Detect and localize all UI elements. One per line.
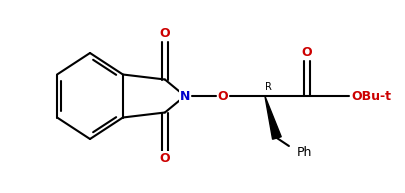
- Text: R: R: [265, 82, 272, 92]
- Text: Ph: Ph: [297, 146, 313, 158]
- Text: O: O: [217, 90, 228, 102]
- Polygon shape: [265, 96, 281, 139]
- Text: O: O: [160, 152, 170, 165]
- Text: O: O: [160, 27, 170, 40]
- Text: OBu-t: OBu-t: [351, 90, 391, 102]
- Text: N: N: [180, 90, 190, 102]
- Text: O: O: [302, 47, 312, 59]
